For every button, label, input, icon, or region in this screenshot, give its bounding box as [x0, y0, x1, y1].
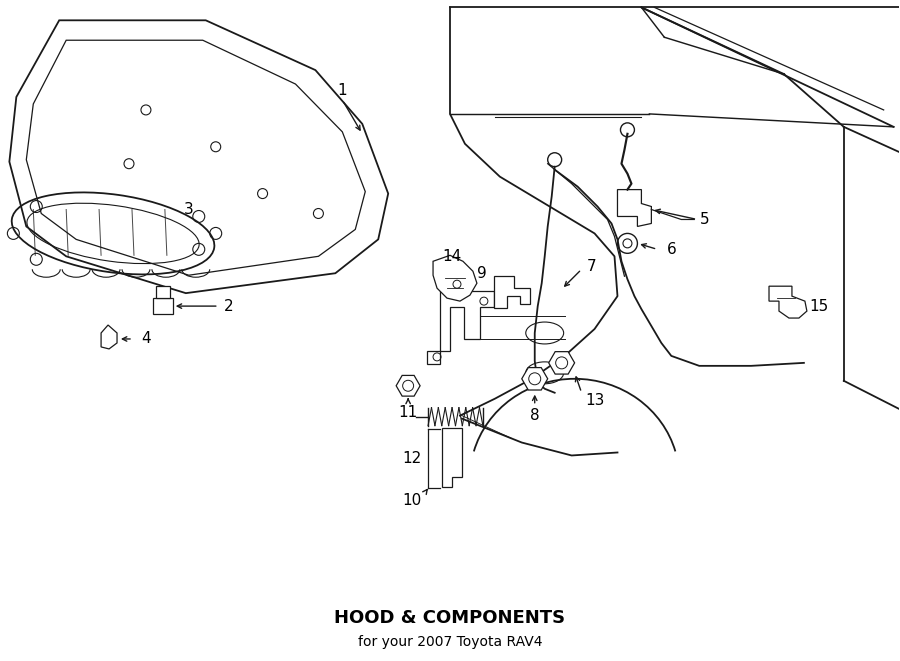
- Text: 1: 1: [338, 83, 347, 98]
- Bar: [153, 298, 173, 314]
- Text: HOOD & COMPONENTS: HOOD & COMPONENTS: [335, 609, 565, 627]
- Polygon shape: [549, 352, 574, 374]
- Text: 13: 13: [585, 393, 604, 408]
- Text: 5: 5: [699, 212, 709, 227]
- Text: 2: 2: [224, 299, 233, 313]
- Text: 15: 15: [809, 299, 829, 313]
- Text: 3: 3: [184, 202, 194, 217]
- Polygon shape: [9, 20, 388, 293]
- Text: 9: 9: [477, 266, 487, 281]
- Polygon shape: [396, 375, 420, 396]
- Bar: [156, 286, 170, 298]
- Text: 8: 8: [530, 408, 540, 423]
- Text: 10: 10: [402, 493, 422, 508]
- Text: 4: 4: [141, 331, 151, 346]
- Polygon shape: [101, 325, 117, 349]
- Text: 7: 7: [587, 258, 597, 274]
- Polygon shape: [428, 274, 494, 364]
- Text: 11: 11: [399, 405, 418, 420]
- Polygon shape: [617, 190, 652, 227]
- Polygon shape: [494, 276, 530, 308]
- Polygon shape: [433, 255, 477, 301]
- Text: 14: 14: [443, 249, 462, 264]
- Text: 12: 12: [402, 451, 422, 466]
- Polygon shape: [769, 286, 807, 318]
- Text: 6: 6: [666, 242, 676, 257]
- Polygon shape: [442, 428, 462, 487]
- Text: for your 2007 Toyota RAV4: for your 2007 Toyota RAV4: [357, 635, 542, 648]
- Polygon shape: [26, 40, 365, 275]
- Polygon shape: [522, 368, 548, 390]
